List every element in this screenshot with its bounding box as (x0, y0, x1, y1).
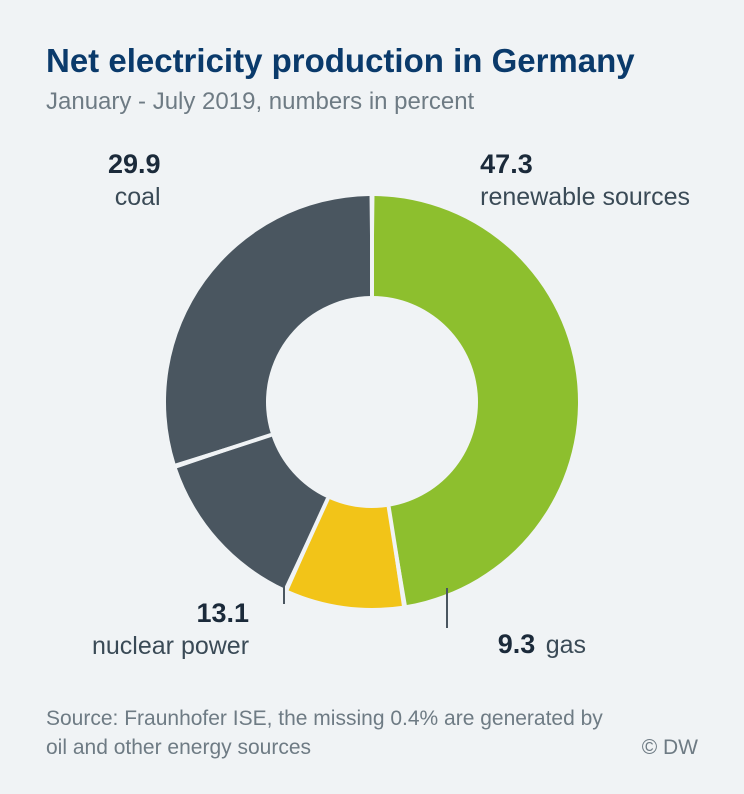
label-gas: 9.3 gas (498, 628, 586, 662)
value-gas: 9.3 (498, 629, 536, 659)
chart-subtitle: January - July 2019, numbers in percent (46, 88, 698, 116)
value-nuclear: 13.1 (92, 597, 249, 631)
slice-coal (166, 196, 371, 464)
label-nuclear: 13.1 nuclear power (92, 597, 249, 662)
infographic-card: Net electricity production in Germany Ja… (0, 0, 744, 794)
copyright: © DW (642, 734, 698, 762)
name-coal: coal (108, 182, 161, 213)
value-renewables: 47.3 (480, 148, 690, 182)
source-text: Source: Fraunhofer ISE, the missing 0.4%… (46, 705, 606, 762)
chart-title: Net electricity production in Germany (46, 42, 698, 80)
label-renewables: 47.3 renewable sources (480, 148, 690, 213)
leader-gas (446, 588, 448, 628)
footer: Source: Fraunhofer ISE, the missing 0.4%… (46, 705, 698, 762)
donut-chart: 47.3 renewable sources 9.3 gas 13.1 nucl… (46, 126, 698, 666)
name-gas: gas (546, 631, 586, 659)
name-nuclear: nuclear power (92, 631, 249, 662)
label-coal: 29.9 coal (108, 148, 161, 213)
name-renewables: renewable sources (480, 182, 690, 213)
slice-renewables (373, 196, 578, 605)
leader-nuclear (283, 578, 285, 604)
value-coal: 29.9 (108, 148, 161, 182)
